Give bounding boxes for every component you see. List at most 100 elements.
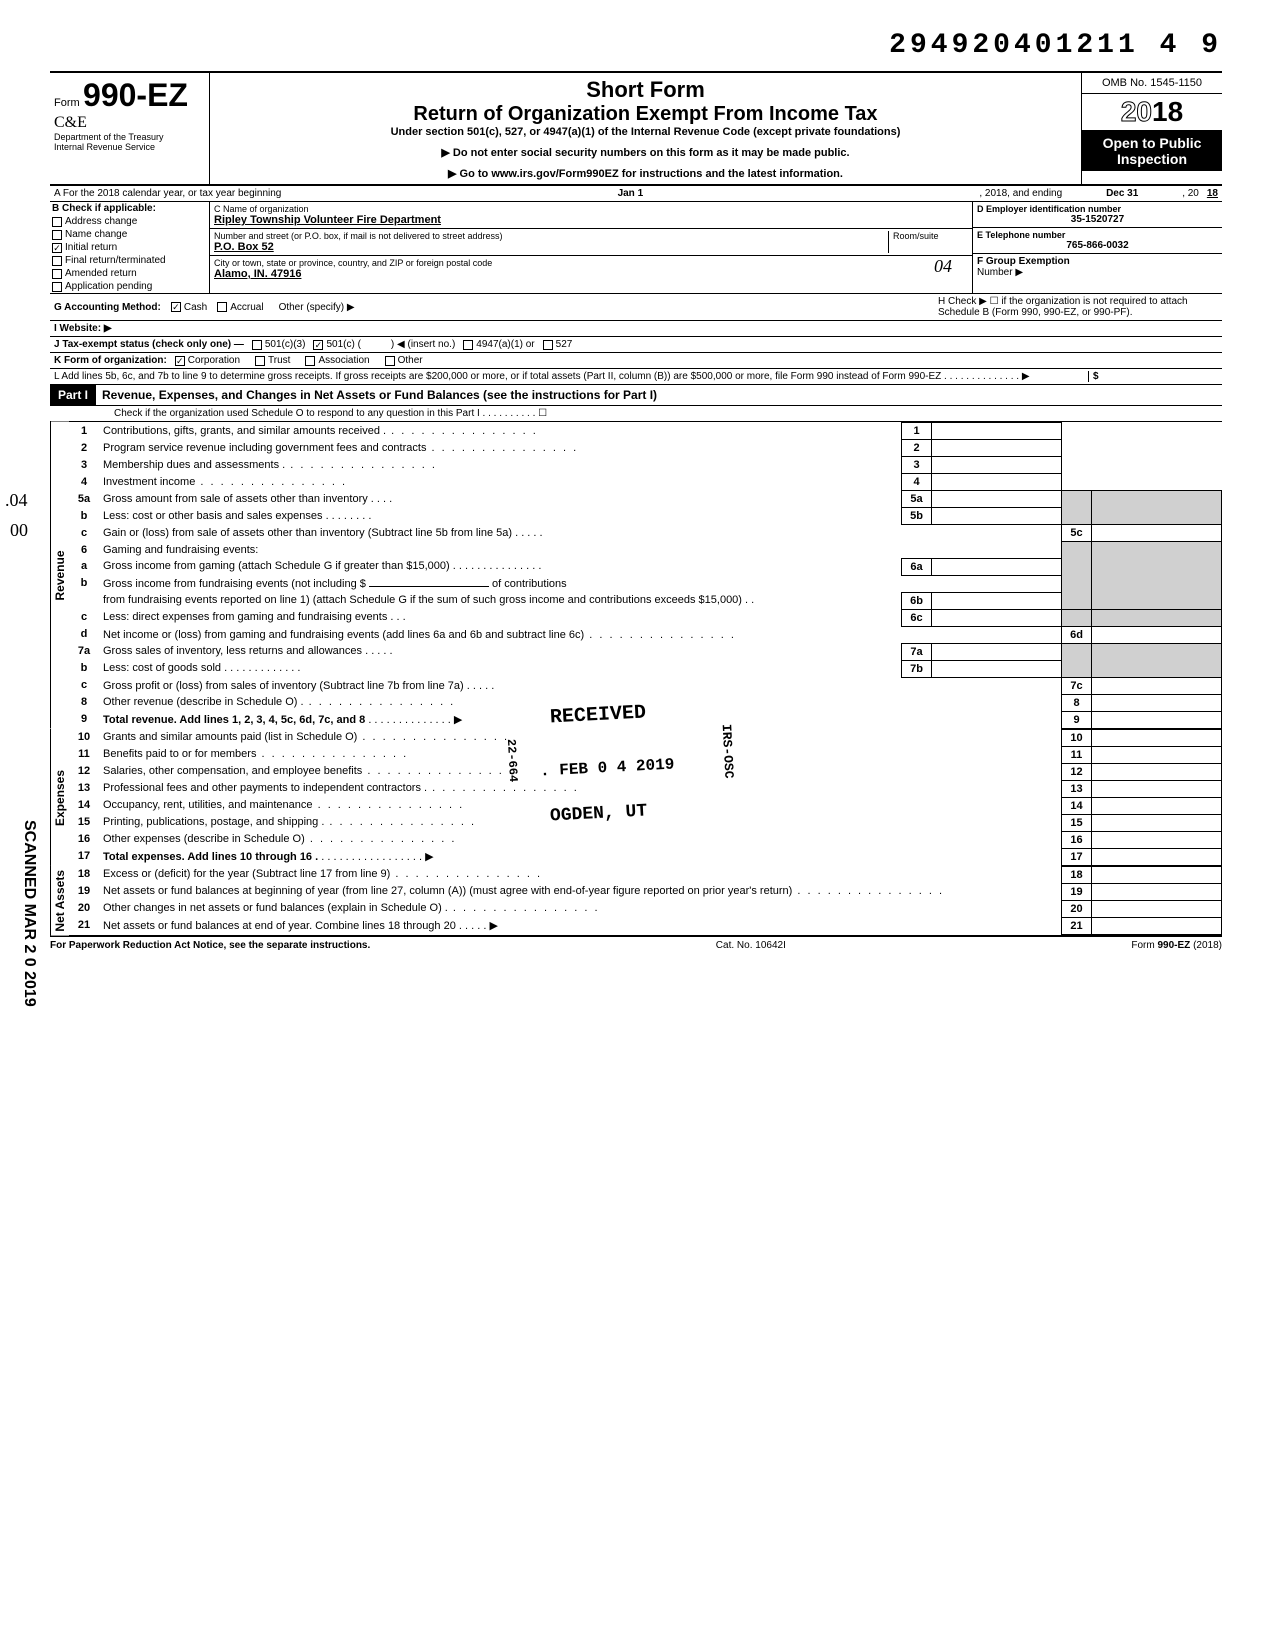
section-g-label: G Accounting Method:	[54, 302, 161, 313]
ein-label: D Employer identification number	[977, 204, 1218, 214]
line-13: Professional fees and other payments to …	[99, 780, 1062, 797]
l-text: L Add lines 5b, 6c, and 7b to line 9 to …	[54, 371, 1088, 382]
checkbox-accrual[interactable]	[217, 302, 227, 312]
line-6b-3: from fundraising events reported on line…	[103, 594, 754, 606]
checkbox-icon	[52, 217, 62, 227]
org-name-label: C Name of organization	[214, 204, 968, 214]
margin-00: 00	[10, 520, 28, 541]
checkbox-501c3[interactable]	[252, 340, 262, 350]
phone-value: 765-866-0032	[977, 240, 1218, 251]
check-label: Name change	[65, 229, 127, 240]
check-final-return[interactable]: Final return/terminated	[50, 254, 209, 267]
revenue-side-label: Revenue	[50, 422, 69, 729]
year-val: 18	[1207, 188, 1218, 199]
checkbox-527[interactable]	[543, 340, 553, 350]
form-prefix: Form	[54, 97, 80, 109]
city-value: Alamo, IN. 47916	[214, 268, 968, 280]
margin-04: .04	[5, 490, 28, 511]
irs-osc-stamp: IRS-OSC	[719, 723, 737, 778]
ein-value: 35-1520727	[977, 214, 1218, 225]
check-label: Initial return	[65, 242, 117, 253]
section-h: H Check ▶ ☐ if the organization is not r…	[938, 296, 1218, 318]
check-label: Amended return	[65, 268, 137, 279]
checkbox-icon	[52, 230, 62, 240]
section-a-mid: , 2018, and ending	[979, 188, 1062, 199]
expenses-section: Expenses 10Grants and similar amounts pa…	[50, 729, 1222, 866]
checkbox-cash[interactable]: ✓	[171, 302, 181, 312]
part1-check: Check if the organization used Schedule …	[50, 406, 1222, 422]
footer-right: Form 990-EZ (2018)	[1131, 940, 1222, 951]
check-name-change[interactable]: Name change	[50, 228, 209, 241]
line-20: Other changes in net assets or fund bala…	[99, 900, 1062, 917]
inspection-box: Open to Public Inspection	[1082, 131, 1222, 171]
code-stamp: 22-664	[504, 738, 520, 782]
checkbox-trust[interactable]	[255, 356, 265, 366]
row-g-h: G Accounting Method: ✓ Cash Accrual Othe…	[50, 294, 1222, 321]
section-b: B Check if applicable: Address change Na…	[50, 202, 210, 293]
section-l: L Add lines 5b, 6c, and 7b to line 9 to …	[50, 369, 1222, 385]
line-5c: Gain or (loss) from sale of assets other…	[103, 527, 518, 539]
check-pending[interactable]: Application pending	[50, 280, 209, 293]
footer-form-prefix: Form	[1131, 940, 1154, 951]
part1-title: Revenue, Expenses, and Changes in Net As…	[96, 385, 1222, 405]
netassets-section: Net Assets 18Excess or (deficit) for the…	[50, 866, 1222, 936]
line-3: Membership dues and assessments .	[99, 457, 902, 474]
checkbox-501c[interactable]: ✓	[313, 340, 323, 350]
line-6d: Net income or (loss) from gaming and fun…	[99, 626, 1062, 643]
line-10: Grants and similar amounts paid (list in…	[99, 729, 1062, 746]
line-2: Program service revenue including govern…	[99, 440, 902, 457]
revenue-section: Revenue 1Contributions, gifts, grants, a…	[50, 422, 1222, 729]
footer-form-year: (2018)	[1193, 940, 1222, 951]
line-5b: Less: cost or other basis and sales expe…	[103, 510, 329, 522]
end-date: Dec 31	[1062, 188, 1182, 199]
part1-header: Part I Revenue, Expenses, and Changes in…	[50, 385, 1222, 406]
omb-number: OMB No. 1545-1150	[1082, 73, 1222, 94]
line-6b-1: Gross income from fundraising events (no…	[103, 578, 366, 590]
k-corp: Corporation	[188, 355, 240, 366]
check-initial-return[interactable]: ✓Initial return	[50, 241, 209, 254]
checkbox-icon	[52, 269, 62, 279]
footer: For Paperwork Reduction Act Notice, see …	[50, 935, 1222, 951]
part1-check-text: Check if the organization used Schedule …	[114, 408, 547, 419]
room-label: Room/suite	[893, 231, 968, 241]
check-label: Final return/terminated	[65, 255, 166, 266]
handwritten-04: 04	[934, 256, 952, 277]
line-6b-2: of contributions	[492, 578, 567, 590]
line-5a: Gross amount from sale of assets other t…	[103, 493, 368, 505]
line-6a: Gross income from gaming (attach Schedul…	[103, 560, 456, 572]
open-public: Open to Public	[1086, 135, 1218, 151]
j-opt2: 501(c) (	[326, 339, 360, 350]
website-label: I Website: ▶	[54, 323, 112, 334]
check-address-change[interactable]: Address change	[50, 215, 209, 228]
city-label: City or town, state or province, country…	[214, 258, 968, 268]
return-title: Return of Organization Exempt From Incom…	[218, 103, 1073, 126]
checkbox-icon	[52, 256, 62, 266]
k-other: Other	[398, 355, 423, 366]
instruction-2: ▶ Go to www.irs.gov/Form990EZ for instru…	[218, 167, 1073, 180]
dept-treasury: Department of the Treasury	[54, 132, 205, 142]
section-i: I Website: ▶	[50, 321, 1222, 337]
checkbox-corp[interactable]: ✓	[175, 356, 185, 366]
checkbox-other[interactable]	[385, 356, 395, 366]
section-k: K Form of organization: ✓ Corporation Tr…	[50, 353, 1222, 369]
title-box: Short Form Return of Organization Exempt…	[210, 73, 1082, 184]
footer-center: Cat. No. 10642I	[716, 940, 786, 951]
check-amended[interactable]: Amended return	[50, 267, 209, 280]
section-j: J Tax-exempt status (check only one) — 5…	[50, 337, 1222, 353]
line-9: Total revenue. Add lines 1, 2, 3, 4, 5c,…	[103, 714, 365, 726]
checkbox-icon: ✓	[52, 243, 62, 253]
footer-form-num: 990-EZ	[1158, 940, 1191, 951]
group-num-label: Number ▶	[977, 267, 1023, 278]
line-21: Net assets or fund balances at end of ye…	[103, 920, 456, 932]
line-7a: Gross sales of inventory, less returns a…	[103, 645, 368, 657]
year-bold: 18	[1152, 96, 1183, 127]
line-6: Gaming and fundraising events:	[99, 542, 1062, 559]
checkbox-icon	[52, 282, 62, 292]
right-info: D Employer identification number 35-1520…	[972, 202, 1222, 293]
section-a: A For the 2018 calendar year, or tax yea…	[50, 186, 1222, 202]
expenses-side-label: Expenses	[50, 729, 69, 866]
info-grid: B Check if applicable: Address change Na…	[50, 202, 1222, 294]
checkbox-4947[interactable]	[463, 340, 473, 350]
checkbox-assoc[interactable]	[305, 356, 315, 366]
addr-label: Number and street (or P.O. box, if mail …	[214, 231, 888, 241]
